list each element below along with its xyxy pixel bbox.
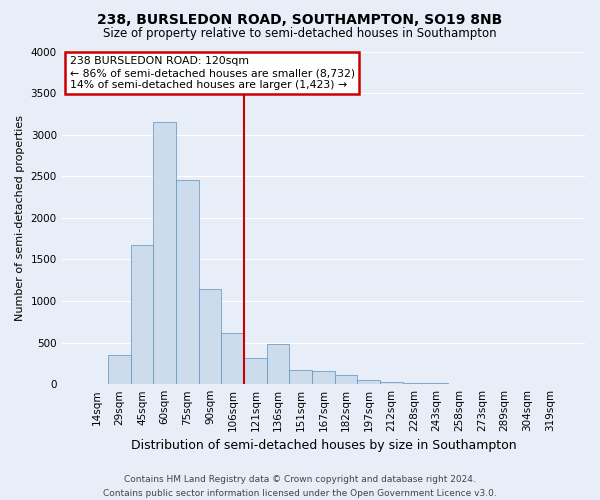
- Bar: [380, 382, 403, 384]
- Bar: [131, 246, 154, 384]
- Bar: [176, 180, 199, 384]
- Bar: [199, 288, 221, 384]
- Bar: [335, 375, 358, 384]
- Text: 238, BURSLEDON ROAD, SOUTHAMPTON, SO19 8NB: 238, BURSLEDON ROAD, SOUTHAMPTON, SO19 8…: [97, 12, 503, 26]
- Bar: [266, 344, 289, 384]
- Bar: [244, 358, 266, 384]
- Text: Size of property relative to semi-detached houses in Southampton: Size of property relative to semi-detach…: [103, 28, 497, 40]
- Text: Contains HM Land Registry data © Crown copyright and database right 2024.
Contai: Contains HM Land Registry data © Crown c…: [103, 476, 497, 498]
- Bar: [358, 380, 380, 384]
- Bar: [108, 355, 131, 384]
- Y-axis label: Number of semi-detached properties: Number of semi-detached properties: [15, 115, 25, 321]
- Bar: [221, 334, 244, 384]
- X-axis label: Distribution of semi-detached houses by size in Southampton: Distribution of semi-detached houses by …: [131, 440, 516, 452]
- Bar: [154, 122, 176, 384]
- Bar: [289, 370, 312, 384]
- Text: 238 BURSLEDON ROAD: 120sqm
← 86% of semi-detached houses are smaller (8,732)
14%: 238 BURSLEDON ROAD: 120sqm ← 86% of semi…: [70, 56, 355, 90]
- Bar: [312, 372, 335, 384]
- Bar: [403, 382, 425, 384]
